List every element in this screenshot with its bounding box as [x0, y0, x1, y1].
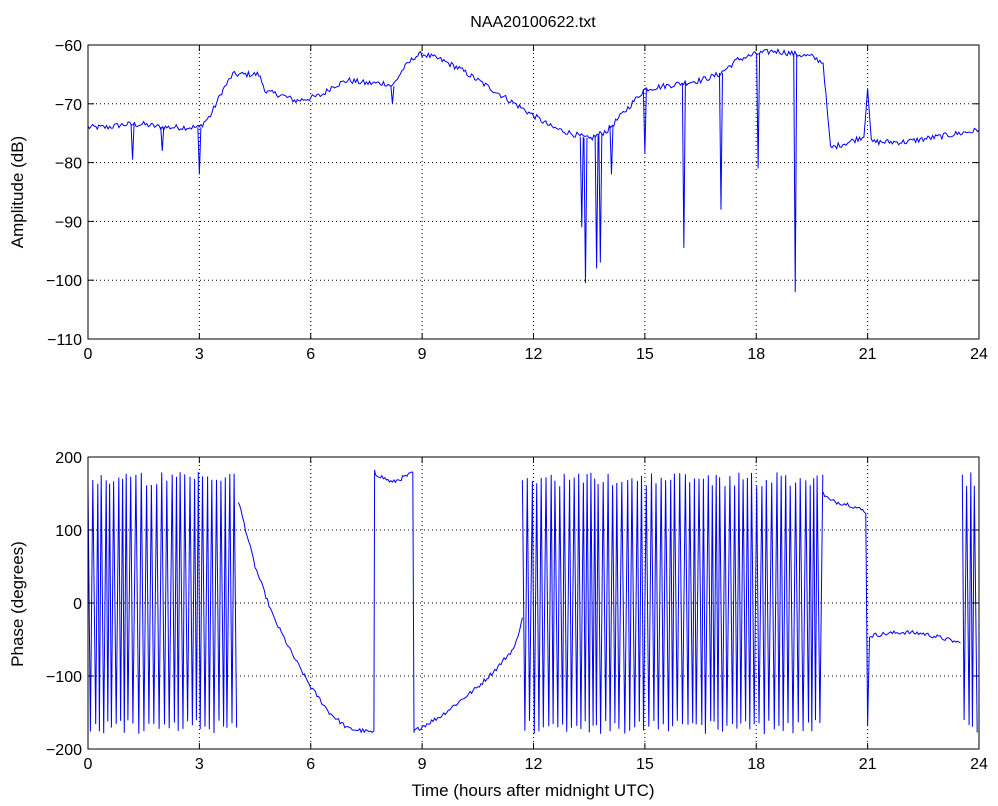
x-tick-label: 21	[859, 346, 877, 363]
axes-frame	[87, 44, 980, 340]
dip-spike	[609, 126, 614, 175]
tick-labels: 0 3 6 9 12 15 18 21 24 −110 −100 −90 −80 −70 −60	[46, 38, 988, 363]
x-tick-label: 18	[747, 756, 765, 773]
series-line	[822, 491, 961, 727]
x-tick-label: 0	[84, 346, 93, 363]
x-tick-label: 3	[195, 346, 204, 363]
series-lines	[88, 469, 978, 735]
x-tick-label: 24	[970, 756, 988, 773]
dip-spike	[583, 137, 588, 284]
dip-spike	[197, 127, 202, 175]
y-tick-label: −100	[46, 273, 82, 290]
x-tick-label: 15	[636, 756, 654, 773]
dip-spike	[718, 72, 723, 210]
x-axis-label: Time (hours after midnight UTC)	[411, 781, 654, 800]
y-tick-label: −90	[55, 214, 82, 231]
dip-spike	[598, 133, 603, 263]
axes-frame	[87, 456, 980, 750]
chart-title: NAA20100622.txt	[470, 14, 596, 31]
x-tick-label: 18	[747, 346, 765, 363]
series-line	[88, 48, 979, 150]
x-tick-label: 6	[306, 756, 315, 773]
x-tick-label: 15	[636, 346, 654, 363]
wrapped-phase-segment	[961, 472, 978, 733]
dip-spike	[390, 86, 395, 104]
y-tick-label: −80	[55, 156, 82, 173]
x-tick-label: 21	[859, 756, 877, 773]
dip-spike	[130, 124, 135, 160]
tick-labels: 0 3 6 9 12 15 18 21 24 −200 −100 0 100 200	[46, 450, 988, 773]
dip-spike	[756, 53, 761, 169]
y-tick-label: −100	[46, 669, 82, 686]
dip-spike	[160, 127, 165, 151]
x-tick-label: 9	[418, 756, 427, 773]
y-tick-label: −200	[46, 742, 82, 759]
y-tick-label: 100	[55, 523, 82, 540]
series-line	[237, 469, 523, 734]
y-tick-label: −110	[47, 332, 82, 349]
dip-spike	[579, 136, 584, 228]
x-tick-label: 12	[525, 756, 543, 773]
x-tick-label: 24	[970, 346, 988, 363]
y-axis-label: Amplitude (dB)	[8, 136, 27, 248]
phase-chart: Phase (degrees) Time (hours after midnig…	[8, 450, 988, 800]
x-tick-label: 0	[84, 756, 93, 773]
x-tick-label: 3	[195, 756, 204, 773]
dip-spike	[642, 89, 647, 154]
wrapped-phase-segment	[88, 471, 238, 734]
y-tick-label: −60	[55, 38, 82, 55]
y-tick-label: 0	[73, 596, 82, 613]
y-axis-label: Phase (degrees)	[8, 541, 27, 667]
wrapped-phase-segment	[521, 472, 824, 735]
series-lines	[88, 48, 979, 292]
x-tick-label: 9	[418, 346, 427, 363]
y-tick-label: −70	[55, 97, 82, 114]
dip-spike	[594, 135, 599, 269]
dip-spike	[793, 54, 798, 292]
amplitude-chart: NAA20100622.txt Amplitude (dB) 0 3 6 9 12 15 1…	[8, 14, 988, 363]
y-tick-label: 200	[55, 450, 82, 467]
dip-spike	[681, 82, 686, 248]
x-tick-label: 6	[306, 346, 315, 363]
x-tick-label: 12	[525, 346, 543, 363]
grid-lines	[88, 45, 979, 339]
